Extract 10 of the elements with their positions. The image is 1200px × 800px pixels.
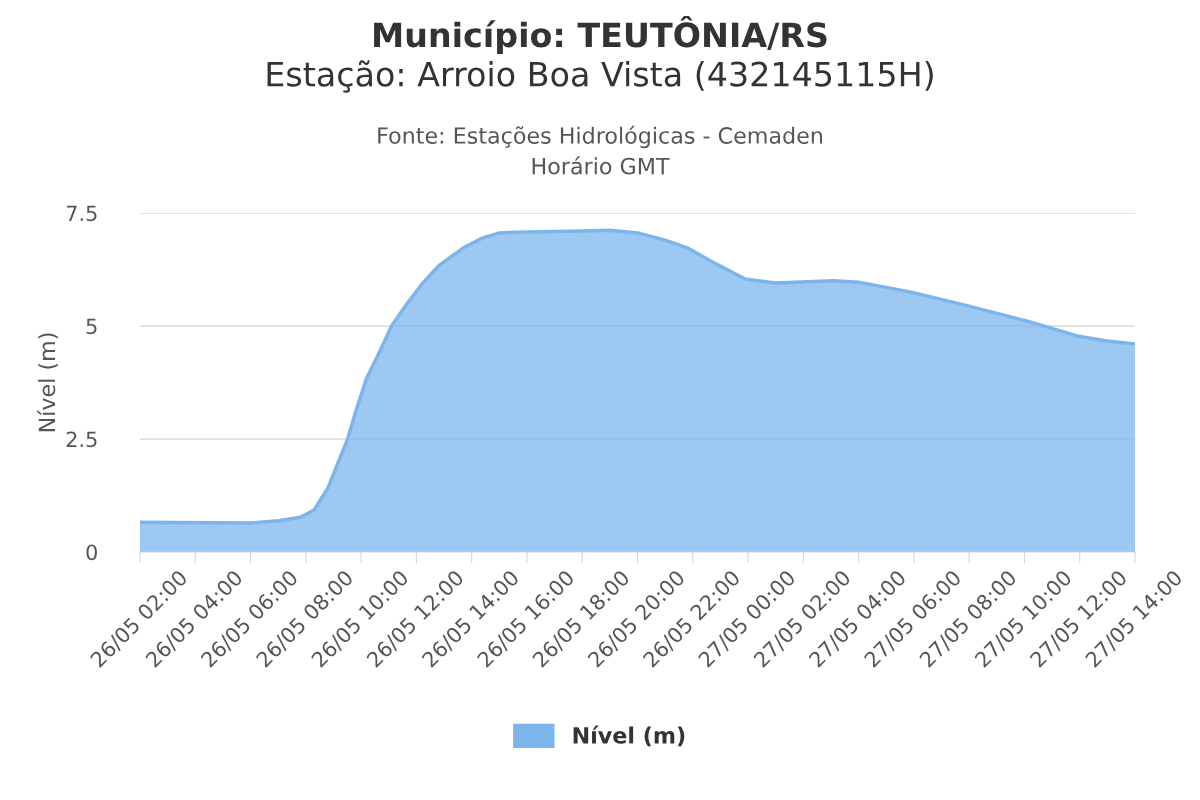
- source-note: Fonte: Estações Hidrológicas - Cemaden: [378, 125, 823, 149]
- y-tick-label: 5: [86, 318, 97, 335]
- y-tick-label: 2.5: [66, 431, 97, 448]
- chart-title: Município: TEUTÔNIA/RS: [374, 16, 827, 54]
- y-axis-title: Nível (m): [37, 333, 58, 432]
- legend-label: Nível (m): [573, 725, 685, 747]
- y-tick-label: 0: [86, 544, 97, 561]
- chart-subtitle: Estação: Arroio Boa Vista (432145115H): [267, 60, 933, 93]
- y-tick-label: 7.5: [66, 205, 97, 222]
- text: Horário GMT: [532, 156, 670, 175]
